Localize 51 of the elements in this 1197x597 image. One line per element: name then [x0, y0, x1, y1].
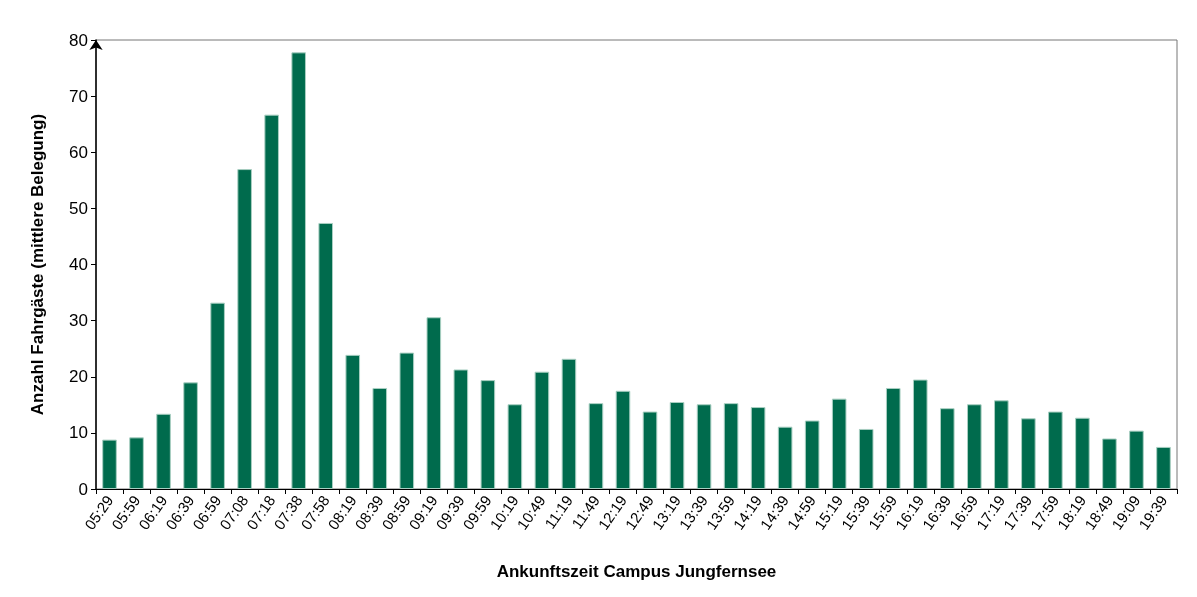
bar [994, 400, 1009, 489]
bar [480, 380, 496, 489]
bar [561, 358, 577, 489]
bar [912, 379, 928, 489]
bar [642, 411, 658, 489]
bar [426, 317, 442, 489]
bar [264, 114, 279, 489]
y-tick-label: 40 [69, 255, 88, 274]
y-tick-label: 80 [69, 30, 88, 50]
y-tick-label: 30 [69, 311, 88, 331]
bar [1156, 446, 1171, 489]
y-tick-label: 50 [69, 198, 88, 218]
bar [967, 404, 982, 489]
bar [669, 402, 685, 489]
bar [372, 387, 388, 489]
y-tick-label: 70 [69, 86, 88, 106]
bar [696, 404, 712, 489]
y-tick-label: 20 [69, 367, 88, 387]
bar [507, 404, 523, 489]
bar [399, 352, 415, 489]
bar [831, 398, 847, 489]
bar [858, 428, 874, 489]
bar [939, 408, 955, 489]
bar [291, 52, 306, 489]
bar [129, 437, 144, 489]
bar [237, 169, 252, 489]
bar [534, 371, 550, 489]
bar [885, 387, 901, 489]
y-tick-label: 10 [69, 423, 88, 443]
bar [588, 403, 604, 489]
bar [1021, 418, 1036, 489]
y-tick-label: 60 [69, 142, 88, 162]
bar [345, 354, 361, 489]
y-tick-label: 0 [78, 479, 88, 499]
bar [1075, 417, 1090, 489]
bar [210, 302, 225, 489]
bar [777, 426, 793, 489]
bar [804, 420, 820, 489]
bar [156, 413, 171, 489]
bar [318, 222, 334, 489]
bar [453, 369, 469, 489]
bar [102, 439, 117, 489]
bar [750, 407, 766, 489]
y-axis-title: Anzahl Fahrgäste (mittlere Belegung) [28, 113, 47, 416]
bar [1102, 438, 1117, 489]
bar [615, 390, 631, 489]
bar [1129, 430, 1144, 489]
bar [183, 382, 198, 489]
bar [1048, 411, 1063, 489]
x-axis-title: Ankunftszeit Campus Jungfernsee [496, 562, 777, 581]
bar [723, 403, 739, 489]
